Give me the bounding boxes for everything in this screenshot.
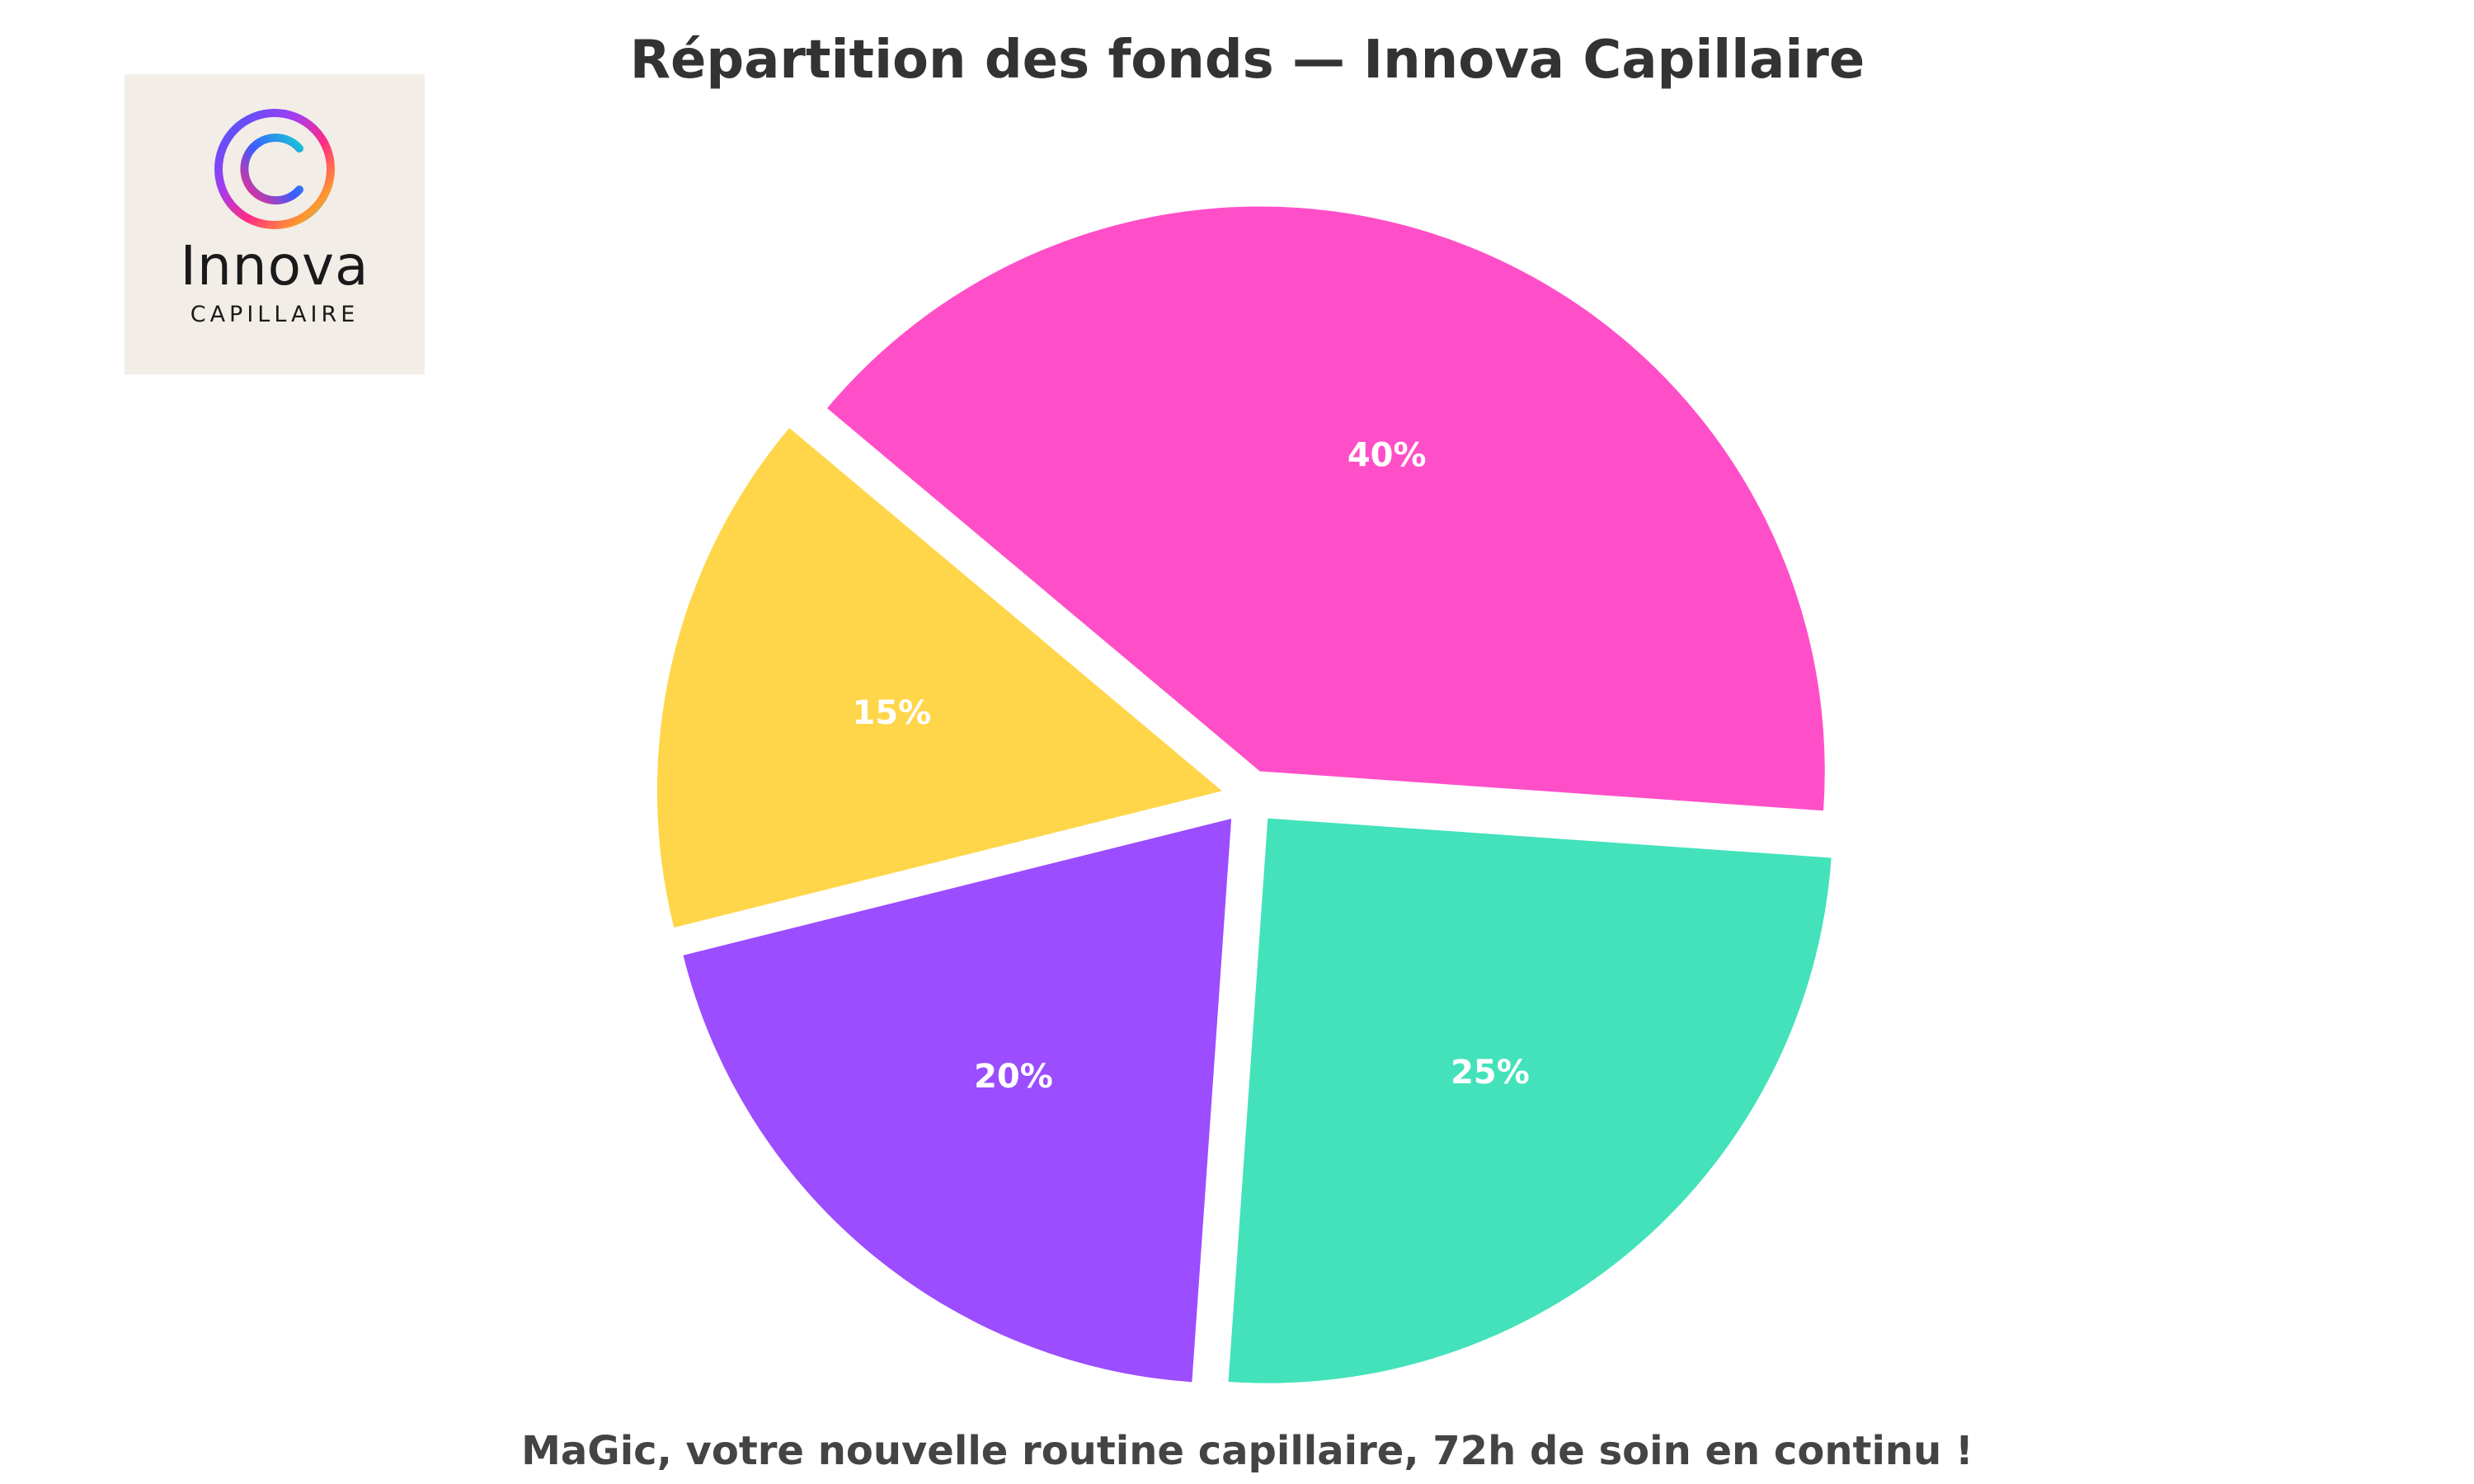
- pie-slice-15: [656, 428, 1222, 928]
- logo-ring-icon: [214, 109, 335, 229]
- pie-label-25: 25%: [1451, 1054, 1530, 1092]
- pie-slices: [656, 206, 1832, 1383]
- pie-slice-25: [1228, 818, 1832, 1383]
- pie-slice-40: [826, 206, 1825, 811]
- footer-caption: MaGic, votre nouvelle routine capillaire…: [521, 1428, 1973, 1474]
- logo-name: Innova: [180, 234, 369, 298]
- pie-label-40: 40%: [1348, 436, 1427, 474]
- pie-labels: 40% 25% 20% 15%: [853, 436, 1530, 1095]
- company-logo: Innova CAPILLAIRE: [125, 74, 425, 374]
- pie-label-20: 20%: [974, 1058, 1053, 1096]
- pie-slice-20: [683, 819, 1232, 1383]
- chart-title: Répartition des fonds — Innova Capillair…: [629, 30, 1865, 91]
- logo-subtitle: CAPILLAIRE: [190, 302, 360, 327]
- pie-label-15: 15%: [853, 694, 932, 732]
- pie-chart: 40% 25% 20% 15%: [656, 206, 1832, 1383]
